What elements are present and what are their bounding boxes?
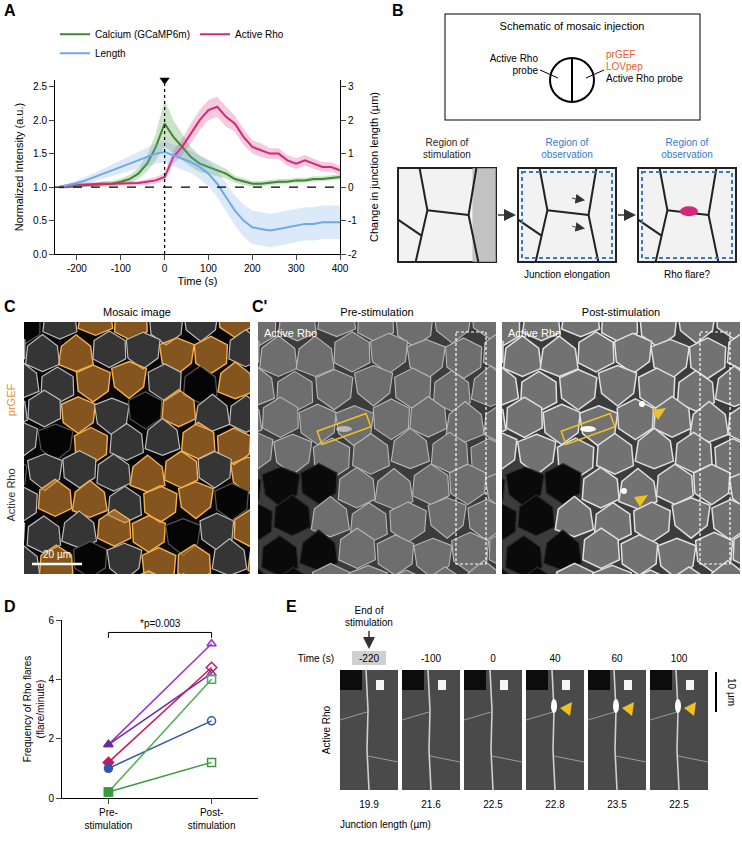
svg-text:probe: probe [512, 65, 538, 76]
svg-text:Active Rho: Active Rho [508, 327, 561, 339]
svg-text:100: 100 [671, 653, 688, 664]
svg-text:Normalized Intensity (a.u.): Normalized Intensity (a.u.) [13, 103, 25, 231]
svg-text:Length: Length [95, 48, 126, 59]
svg-text:2.0: 2.0 [33, 115, 47, 126]
svg-text:C': C' [252, 298, 267, 315]
svg-text:Rho flare?: Rho flare? [664, 269, 711, 280]
svg-text:Active Rho: Active Rho [235, 29, 284, 40]
svg-text:Mosaic image: Mosaic image [103, 306, 171, 318]
svg-text:Active Rho: Active Rho [321, 705, 332, 754]
svg-text:21.6: 21.6 [421, 799, 441, 810]
svg-text:Active Rho: Active Rho [264, 327, 317, 339]
svg-text:0: 0 [48, 793, 54, 804]
svg-text:22.5: 22.5 [669, 799, 689, 810]
svg-text:2: 2 [48, 733, 54, 744]
svg-text:Frequency of Rho flares(flare/: Frequency of Rho flares(flare/minute) [22, 656, 46, 763]
svg-text:D: D [4, 598, 16, 615]
svg-text:4: 4 [48, 674, 54, 685]
svg-text:0.0: 0.0 [33, 249, 47, 260]
svg-text:6: 6 [48, 615, 54, 626]
svg-text:Calcium (GCaMP6m): Calcium (GCaMP6m) [95, 29, 190, 40]
svg-text:Post-stimulation: Post-stimulation [188, 807, 236, 831]
svg-text:observation: observation [661, 149, 713, 160]
svg-text:1.0: 1.0 [33, 182, 47, 193]
svg-text:400: 400 [332, 263, 349, 274]
svg-text:Pre-stimulation: Pre-stimulation [85, 807, 133, 831]
svg-text:Change in junction length (µm): Change in junction length (µm) [368, 92, 380, 242]
svg-text:prGEF: prGEF [606, 49, 635, 60]
svg-text:Active Rho probe: Active Rho probe [606, 73, 683, 84]
svg-text:Junction length (µm): Junction length (µm) [340, 819, 431, 830]
svg-text:-2: -2 [348, 249, 357, 260]
svg-text:Region of: Region of [546, 137, 589, 148]
svg-text:1: 1 [348, 148, 354, 159]
svg-text:60: 60 [611, 653, 623, 664]
svg-text:-200: -200 [67, 263, 87, 274]
svg-text:-1: -1 [348, 215, 357, 226]
svg-text:stimulation: stimulation [423, 149, 471, 160]
svg-text:40: 40 [549, 653, 561, 664]
svg-text:Region of: Region of [666, 137, 709, 148]
svg-text:C: C [4, 298, 16, 315]
svg-text:Region of: Region of [426, 137, 469, 148]
svg-text:0.5: 0.5 [33, 215, 47, 226]
svg-text:1.5: 1.5 [33, 148, 47, 159]
svg-text:*p=0.003: *p=0.003 [140, 618, 181, 629]
svg-text:0: 0 [490, 653, 496, 664]
svg-text:stimulation: stimulation [345, 617, 393, 628]
svg-text:20 µm: 20 µm [43, 549, 71, 560]
svg-text:Time (s): Time (s) [178, 275, 218, 287]
svg-text:10 µm: 10 µm [726, 678, 737, 706]
svg-text:19.9: 19.9 [359, 799, 379, 810]
svg-text:Post-stimulation: Post-stimulation [582, 306, 660, 318]
svg-text:End of: End of [355, 605, 384, 616]
svg-text:0: 0 [348, 182, 354, 193]
svg-text:observation: observation [541, 149, 593, 160]
svg-text:300: 300 [288, 263, 305, 274]
svg-text:3: 3 [348, 81, 354, 92]
svg-text:-100: -100 [111, 263, 131, 274]
svg-text:Junction elongation: Junction elongation [524, 269, 610, 280]
svg-text:Active Rho: Active Rho [5, 468, 17, 521]
svg-text:100: 100 [200, 263, 217, 274]
svg-text:22.5: 22.5 [483, 799, 503, 810]
svg-text:0: 0 [162, 263, 168, 274]
svg-text:LOVpep: LOVpep [606, 61, 643, 72]
svg-text:2: 2 [348, 115, 354, 126]
svg-text:Pre-stimulation: Pre-stimulation [340, 306, 413, 318]
svg-text:B: B [392, 2, 404, 19]
svg-text:Active Rho: Active Rho [490, 53, 539, 64]
svg-text:E: E [286, 598, 297, 615]
svg-text:22.8: 22.8 [545, 799, 565, 810]
svg-text:Schematic of mosaic injection: Schematic of mosaic injection [500, 20, 645, 32]
svg-text:-100: -100 [421, 653, 441, 664]
svg-text:Time (s): Time (s) [298, 653, 334, 664]
svg-text:A: A [4, 2, 16, 19]
svg-text:prGEF: prGEF [5, 384, 17, 417]
svg-text:23.5: 23.5 [607, 799, 627, 810]
svg-text:-220: -220 [359, 653, 379, 664]
svg-text:200: 200 [244, 263, 261, 274]
svg-text:2.5: 2.5 [33, 81, 47, 92]
